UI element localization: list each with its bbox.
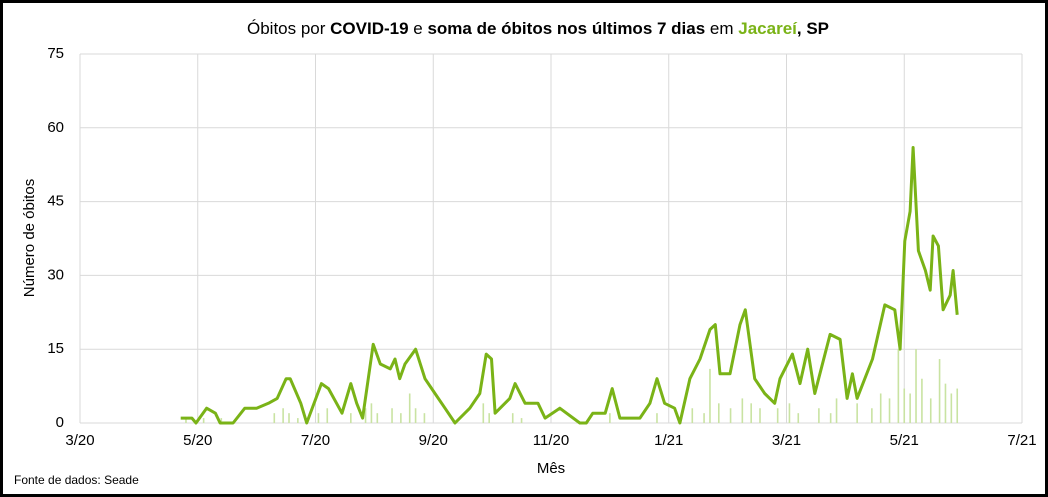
daily-bar	[835, 398, 838, 423]
daily-bar	[741, 398, 744, 423]
daily-bar	[520, 418, 523, 423]
daily-bar	[938, 359, 941, 423]
y-tick-label: 60	[47, 119, 64, 136]
y-tick-label: 15	[47, 340, 64, 357]
daily-bar	[609, 413, 611, 423]
x-tick-label: 7/21	[1007, 432, 1036, 449]
daily-bar	[856, 403, 858, 423]
x-tick-label: 1/21	[654, 432, 683, 449]
daily-bar	[370, 403, 373, 423]
title-part: COVID-19	[330, 19, 408, 38]
x-tick-label: 11/20	[533, 432, 569, 449]
daily-bar	[202, 418, 205, 423]
title-part: em	[705, 19, 738, 38]
daily-bar	[350, 413, 352, 423]
daily-bar	[903, 388, 906, 423]
y-tick-label: 75	[47, 45, 64, 62]
daily-bar	[729, 408, 732, 423]
daily-bar	[185, 418, 187, 423]
daily-bar	[288, 413, 290, 423]
y-tick-label: 45	[47, 193, 64, 210]
daily-bar	[423, 413, 426, 423]
y-axis-label: Número de óbitos	[21, 179, 38, 297]
daily-bar	[776, 408, 779, 423]
daily-bar	[488, 413, 490, 423]
source-note: Fonte de dados: Seade	[14, 473, 139, 487]
daily-bar	[408, 393, 411, 423]
x-tick-label: 7/20	[301, 432, 330, 449]
x-tick-label: 5/20	[183, 432, 212, 449]
daily-bar	[909, 393, 911, 423]
daily-bar	[482, 403, 485, 423]
x-tick-label: 3/21	[772, 432, 801, 449]
daily-bar	[717, 403, 720, 423]
daily-bar	[921, 378, 923, 423]
daily-bar	[364, 408, 367, 423]
daily-bar	[929, 398, 932, 423]
title-part: , SP	[797, 19, 829, 38]
daily-bar	[915, 349, 917, 423]
daily-bar	[956, 388, 959, 423]
daily-bar	[282, 408, 284, 423]
daily-bar	[376, 413, 379, 423]
title-part: soma de óbitos nos últimos 7 dias	[427, 19, 705, 38]
y-tick-label: 30	[47, 266, 64, 283]
x-axis-label: Mês	[537, 460, 565, 477]
daily-bar	[400, 413, 402, 423]
daily-bar	[326, 408, 329, 423]
daily-bar	[391, 408, 393, 423]
daily-bar	[691, 408, 694, 423]
daily-bar	[871, 408, 873, 423]
daily-bar	[317, 413, 320, 423]
daily-bar	[829, 413, 832, 423]
daily-bar	[879, 393, 882, 423]
daily-bar	[759, 408, 761, 423]
daily-bar	[944, 383, 947, 423]
daily-bar	[297, 418, 299, 423]
x-tick-label: 3/20	[65, 432, 94, 449]
title-part: Óbitos por	[247, 19, 330, 38]
daily-bar	[950, 393, 953, 423]
daily-bar	[750, 403, 752, 423]
x-tick-label: 9/20	[419, 432, 448, 449]
daily-bar	[703, 413, 705, 423]
daily-bar	[788, 403, 791, 423]
sum-line	[180, 146, 959, 425]
chart-title: Óbitos por COVID-19 e soma de óbitos nos…	[247, 19, 829, 38]
daily-bar	[511, 413, 514, 423]
daily-bar	[709, 368, 711, 423]
daily-bar	[818, 408, 820, 423]
title-part: e	[409, 19, 428, 38]
daily-bar	[888, 398, 891, 423]
daily-bar	[273, 413, 276, 423]
daily-bar	[897, 349, 900, 423]
daily-bar	[220, 418, 223, 423]
y-tick-label: 0	[56, 414, 64, 431]
daily-bar	[656, 413, 658, 423]
daily-bar	[414, 408, 417, 423]
daily-bar	[797, 413, 800, 423]
title-part: Jacareí	[738, 19, 798, 38]
x-tick-label: 5/21	[890, 432, 919, 449]
